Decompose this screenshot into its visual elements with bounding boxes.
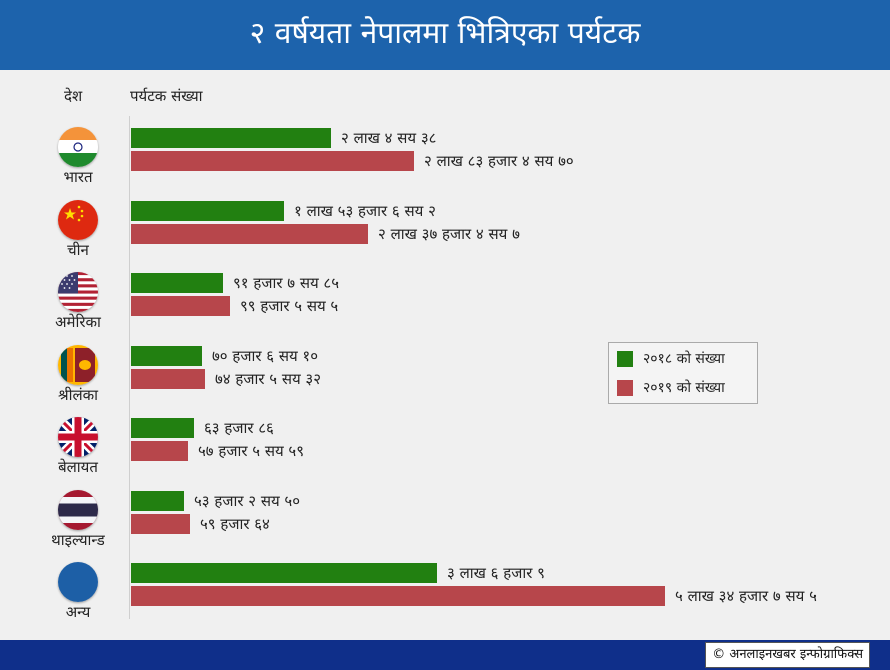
- bar-2019: [131, 368, 205, 389]
- legend-label-2019: २०१९ को संख्या: [643, 380, 725, 396]
- bar-value-label: ५ लाख ३४ हजार ७ सय ५: [675, 587, 817, 605]
- country-label: थाइल्यान्ड: [51, 530, 105, 549]
- bar-2019: [131, 441, 188, 461]
- bar-value-label: ७४ हजार ५ सय ३२: [215, 369, 322, 388]
- legend-swatch-2019: [617, 380, 633, 396]
- thailand-flag-icon: [58, 489, 98, 530]
- bar-2019: [131, 223, 368, 244]
- country-label: भारत: [63, 168, 93, 186]
- country-label: बेलायत: [58, 458, 98, 476]
- other-circle-icon: [58, 562, 98, 602]
- title-banner: २ वर्षयता नेपालमा भित्रिएका पर्यटक: [0, 0, 890, 70]
- bar-2018: [131, 128, 331, 148]
- bar-value-label: ९१ हजार ७ सय ८५: [233, 274, 340, 292]
- bar-2018: [131, 200, 284, 221]
- bar-value-label: ५९ हजार ६४: [200, 514, 270, 533]
- count-column-header: पर्यटक संख्या: [130, 87, 203, 105]
- bar-value-label: २ लाख ८३ हजार ४ सय ७०: [424, 152, 574, 170]
- footer-bar: © अनलाइनखबर इन्फोग्राफिक्स: [0, 640, 890, 670]
- credit-badge: © अनलाइनखबर इन्फोग्राफिक्स: [705, 642, 870, 668]
- bar-value-label: २ लाख ४ सय ३८: [341, 129, 437, 147]
- india-flag-icon: [58, 127, 98, 167]
- country-column-header: देश: [64, 87, 83, 105]
- bar-2019: [131, 586, 665, 606]
- legend-swatch-2018: [617, 351, 633, 367]
- bar-2018: [131, 273, 223, 293]
- bar-2018: [131, 345, 202, 366]
- bar-value-label: १ लाख ५३ हजार ६ सय २: [294, 201, 436, 220]
- bar-value-label: २ लाख ३७ हजार ४ सय ७: [378, 224, 520, 243]
- bar-value-label: ५७ हजार ५ सय ५९: [198, 442, 305, 460]
- china-flag-icon: [58, 199, 98, 240]
- bar-2018: [131, 490, 184, 511]
- country-label: अमेरिका: [55, 313, 101, 331]
- country-label: चीन: [67, 240, 89, 259]
- sri-lanka-flag-icon: [58, 344, 98, 385]
- bar-value-label: ६३ हजार ८६: [204, 419, 274, 437]
- bar-2019: [131, 513, 190, 534]
- bar-2018: [131, 418, 194, 438]
- legend: २०१८ को संख्या २०१९ को संख्या: [608, 342, 758, 404]
- bar-2019: [131, 151, 414, 171]
- bar-2019: [131, 296, 230, 316]
- bar-value-label: ५३ हजार २ सय ५०: [194, 491, 301, 510]
- axis-line: [129, 116, 130, 619]
- bar-value-label: ९९ हजार ५ सय ५: [240, 297, 339, 315]
- bar-value-label: ३ लाख ६ हजार ९: [447, 564, 545, 582]
- uk-flag-icon: [58, 417, 98, 457]
- legend-label-2018: २०१८ को संख्या: [643, 351, 725, 367]
- country-label: अन्य: [65, 603, 91, 621]
- bar-value-label: ७० हजार ६ सय १०: [212, 346, 319, 365]
- country-label: श्रीलंका: [57, 385, 99, 404]
- chart-title: २ वर्षयता नेपालमा भित्रिएका पर्यटक: [249, 16, 641, 51]
- bar-2018: [131, 563, 437, 583]
- usa-flag-icon: [58, 272, 98, 312]
